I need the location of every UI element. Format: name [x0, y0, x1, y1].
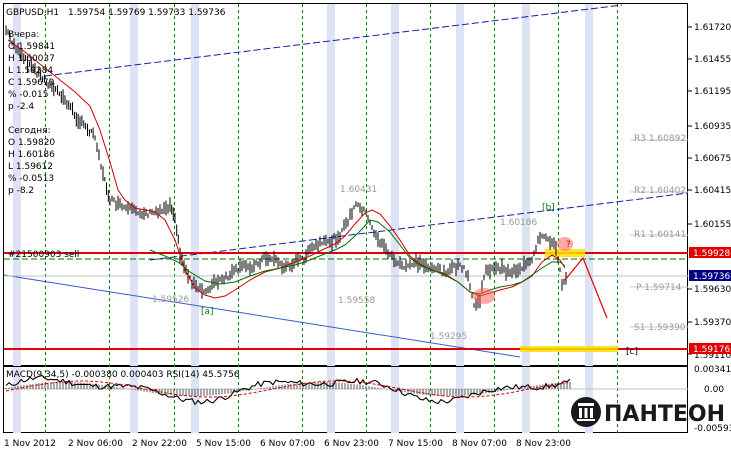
- rsi-line: [5, 374, 571, 406]
- current-price-value: 1.59736: [693, 272, 730, 282]
- yellow-zone-lower: [520, 346, 618, 352]
- wave-a-label: [a]: [201, 307, 214, 317]
- brand-name: ПАНТЕОН: [604, 402, 725, 427]
- middle-channel-line: [149, 192, 689, 261]
- wave-b-label: [b]: [542, 203, 555, 213]
- trend-channel[interactable]: [3, 4, 689, 358]
- low-label-3: 1.59295: [430, 332, 467, 342]
- yesterday-open: O 1.59841: [8, 42, 55, 52]
- price-tick: 1.61455: [694, 55, 731, 65]
- low-level-value: 1.59176: [693, 345, 730, 355]
- yellow-zone-upper: [545, 249, 585, 257]
- high-label-2: 1.60186: [500, 218, 537, 228]
- price-tick: 1.59630: [694, 285, 731, 295]
- yesterday-pips: p -2.4: [8, 102, 34, 112]
- pivot-s1: S1 1.59390: [634, 323, 686, 333]
- moving-average-green: [149, 219, 566, 295]
- wave-c-label: [c]: [626, 347, 638, 357]
- price-box-current: 1.59736: [689, 270, 731, 282]
- time-tick: 8 Nov 23:00: [516, 439, 571, 449]
- today-high: H 1.60186: [8, 150, 55, 160]
- today-low: L 1.59612: [8, 162, 53, 172]
- pivot-p: P 1.59714: [636, 283, 682, 293]
- indicator-frame[interactable]: [3, 366, 688, 433]
- indicator-axis-top: 0.003416: [694, 365, 731, 375]
- today-pips: p -8.2: [8, 186, 34, 196]
- pivot-r2: R2 1.60402: [634, 186, 686, 196]
- pantheon-logo: ПАНТЕОН: [571, 397, 725, 427]
- time-tick: 1 Nov 2012: [4, 439, 56, 449]
- time-tick: 6 Nov 23:00: [324, 439, 379, 449]
- yesterday-close: C 1.59670: [8, 78, 55, 88]
- price-box-low: 1.59176: [689, 343, 731, 355]
- reversal-highlight-low: [473, 288, 495, 304]
- yesterday-title: Вчера:: [8, 30, 39, 40]
- price-tick: 1.60675: [694, 154, 731, 164]
- today-title: Сегодня:: [8, 126, 51, 136]
- indicator-axis-mid: 0.00: [704, 385, 724, 395]
- reversal-highlight-high: [557, 237, 573, 251]
- yesterday-low: L 1.59284: [8, 66, 53, 76]
- price-axis: 1.61720 1.61455 1.61195 1.60935 1.60675 …: [688, 23, 731, 361]
- price-tick: 1.59110: [694, 351, 731, 361]
- upper-channel-line: [44, 4, 623, 77]
- time-tick: 6 Nov 07:00: [260, 439, 315, 449]
- lower-channel-line: [3, 274, 521, 358]
- pivot-r3: R3 1.60892: [634, 134, 686, 144]
- price-box-red: 1.59928: [689, 247, 731, 259]
- low-label-2: 1.59558: [338, 296, 375, 306]
- ohlc-values: 1.59754 1.59769 1.59733 1.59736: [68, 8, 226, 18]
- wave-labels: [a] [b] [c] ?: [201, 203, 638, 357]
- price-bars[interactable]: [5, 25, 567, 311]
- red-level-value: 1.59928: [693, 249, 730, 259]
- low-label-1: 1.59526: [152, 295, 189, 305]
- today-stats: Сегодня: O 1.59820 H 1.60186 L 1.59612 %…: [8, 126, 55, 196]
- sell-order-label: #21500903 sell: [8, 250, 79, 260]
- time-tick: 2 Nov 22:00: [132, 439, 187, 449]
- yesterday-percent: % -0.015: [8, 90, 48, 100]
- forecast-arrow[interactable]: [564, 256, 608, 319]
- time-tick: 5 Nov 15:00: [196, 439, 251, 449]
- price-tick: 1.61720: [694, 23, 731, 33]
- pivot-lines: [630, 139, 688, 328]
- price-tick: 1.61195: [694, 87, 731, 97]
- today-percent: % -0.0513: [8, 174, 54, 184]
- high-label-1: 1.60431: [340, 185, 377, 195]
- symbol-timeframe: GBPUSD,H1: [6, 8, 59, 18]
- price-tick: 1.60155: [694, 220, 731, 230]
- indicator-title: MACD(9,34,5) -0.000380 0.000403 RSI(14) …: [6, 370, 240, 380]
- chart-price-labels: 1.60431 1.59526 1.59558 1.59295 1.60186: [152, 185, 537, 342]
- today-open: O 1.59820: [8, 138, 55, 148]
- question-label: ?: [566, 240, 571, 250]
- main-chart-frame[interactable]: [3, 3, 688, 366]
- pivot-labels: R3 1.60892 R2 1.60402 R1 1.60141 P 1.597…: [634, 134, 686, 333]
- time-tick: 2 Nov 06:00: [68, 439, 123, 449]
- time-tick: 8 Nov 07:00: [452, 439, 507, 449]
- pivot-r1: R1 1.60141: [634, 230, 686, 240]
- time-axis: 1 Nov 2012 2 Nov 06:00 2 Nov 22:00 5 Nov…: [4, 439, 571, 449]
- yesterday-high: H 1.60037: [8, 54, 55, 64]
- indicator-axis: 0.003416 0.00 -0.00593: [694, 365, 731, 434]
- indicator-axis-bottom: -0.00593: [694, 424, 731, 434]
- price-tick: 1.60415: [694, 186, 731, 196]
- time-tick: 7 Nov 15:00: [388, 439, 443, 449]
- price-tick: 1.59370: [694, 318, 731, 328]
- price-tick: 1.60935: [694, 122, 731, 132]
- yesterday-stats: Вчера: O 1.59841 H 1.60037 L 1.59284 C 1…: [8, 30, 55, 112]
